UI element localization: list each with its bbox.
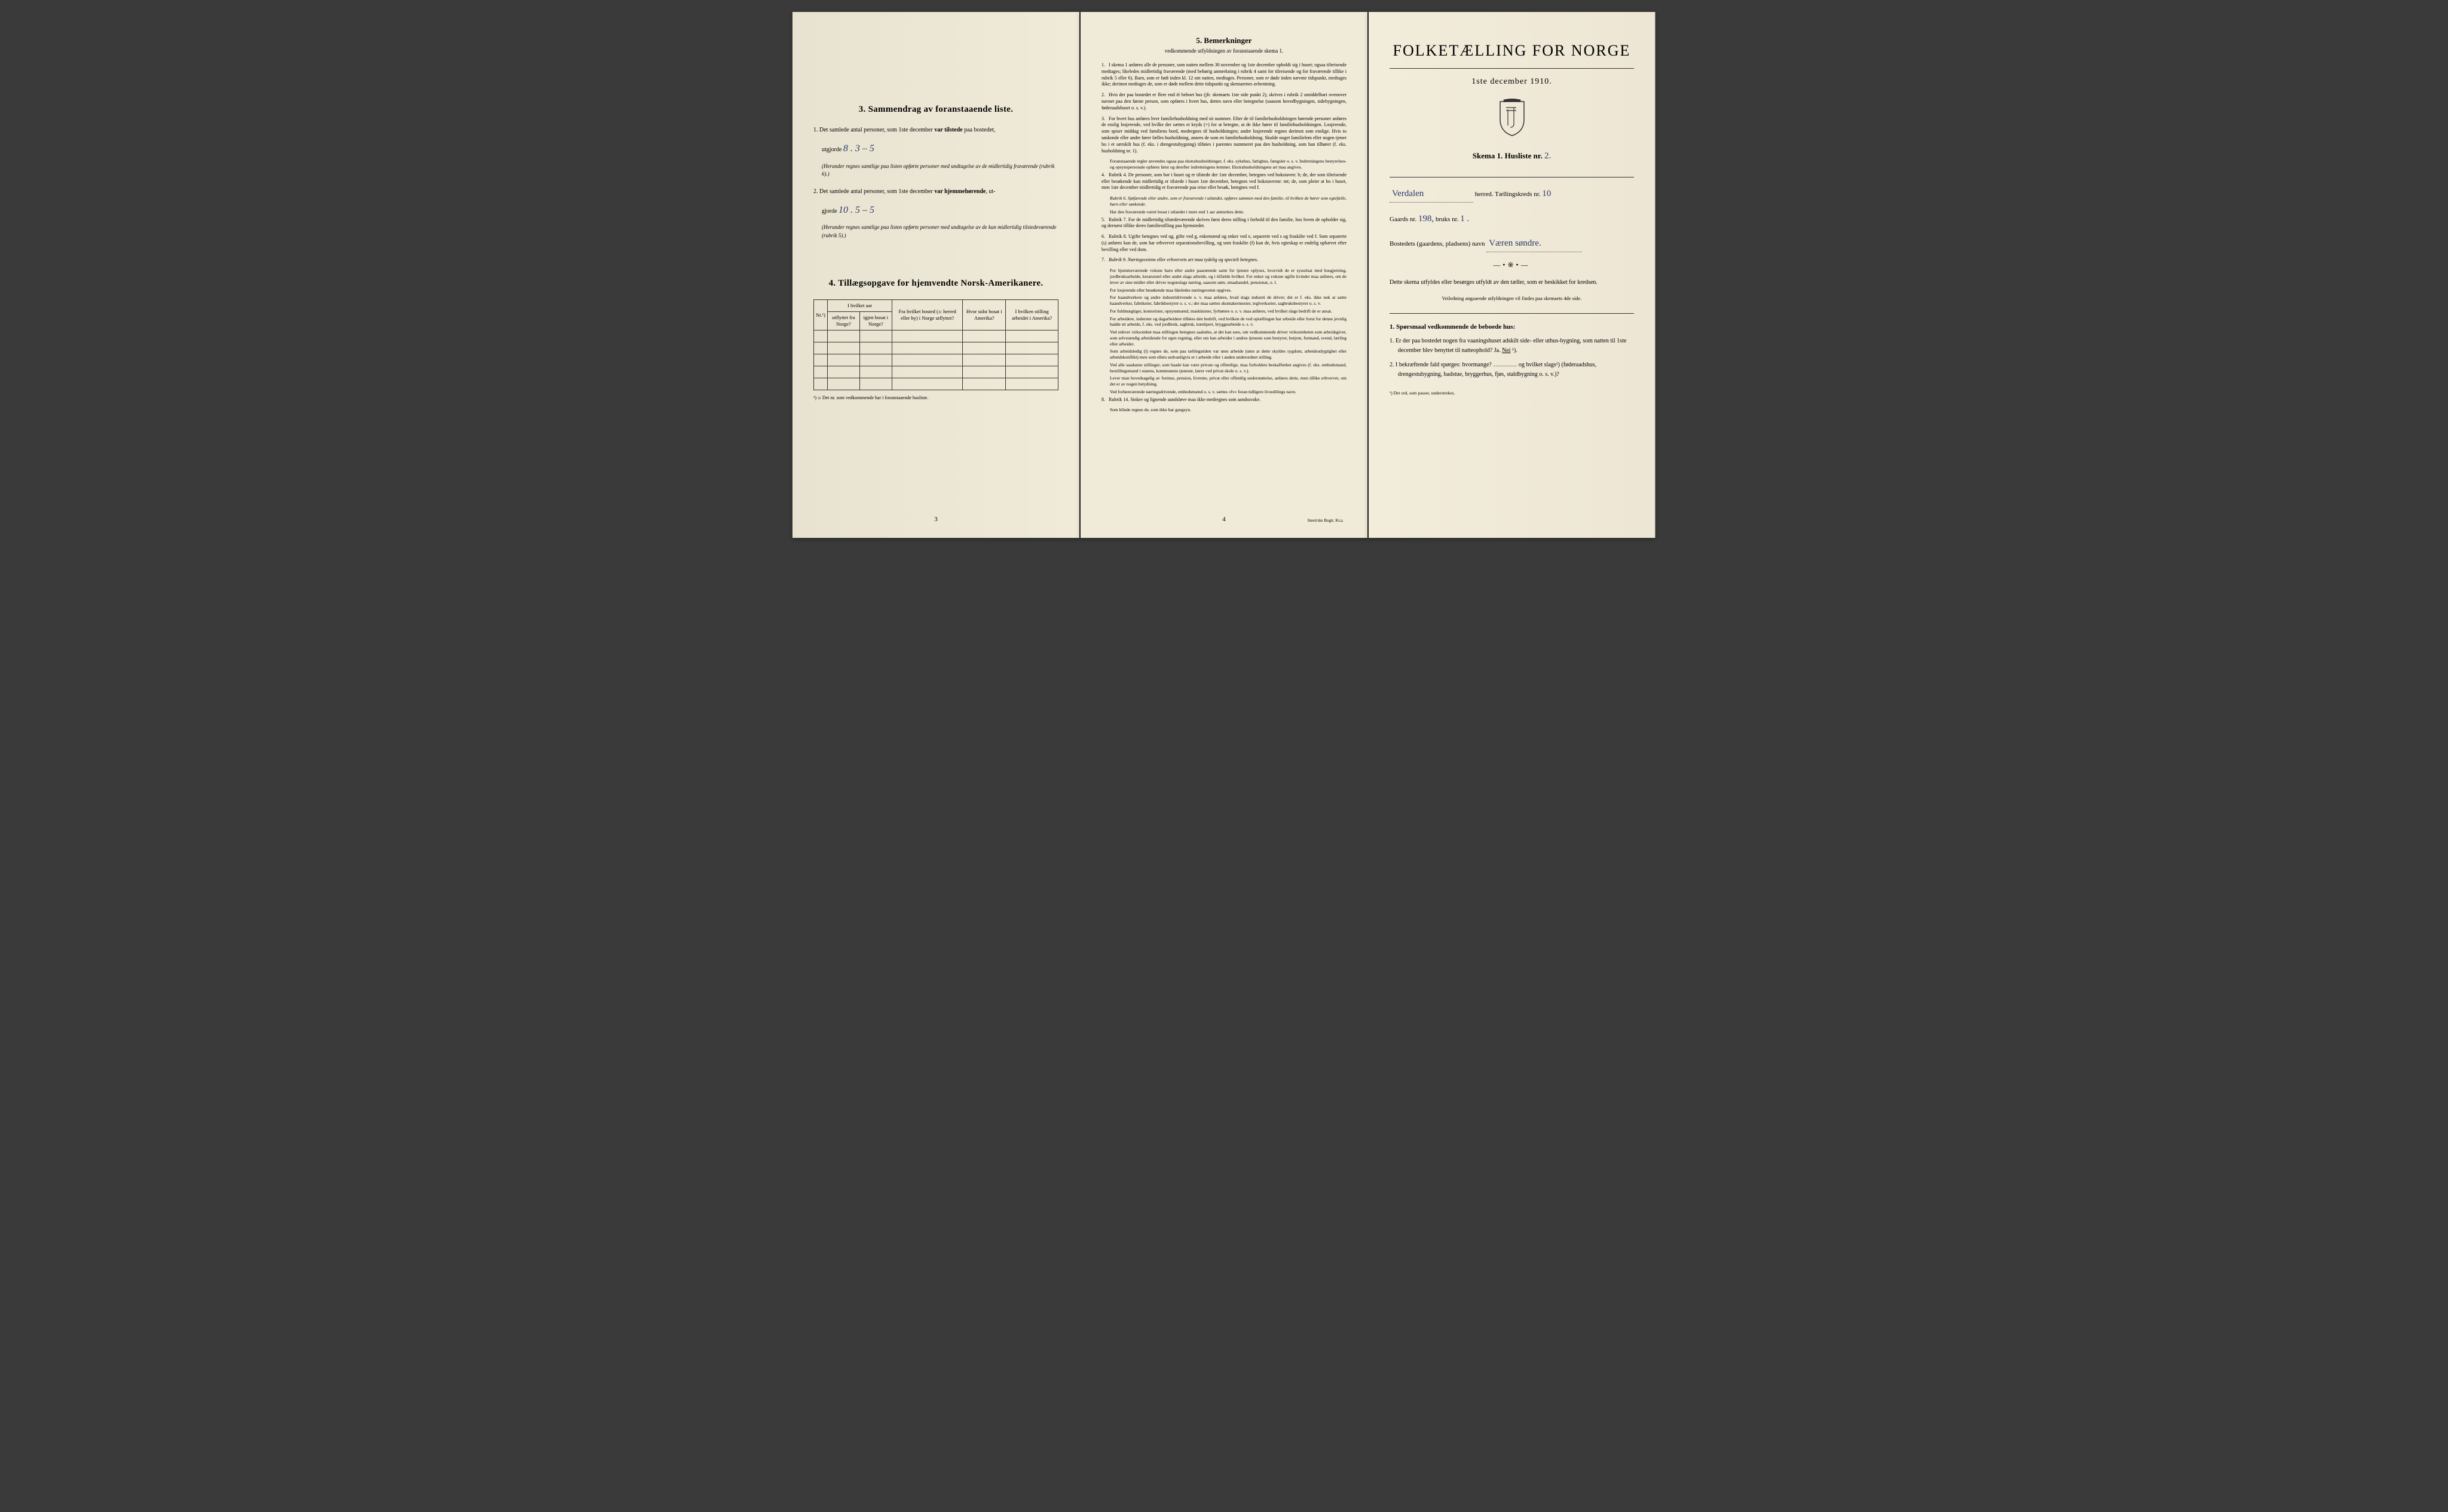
remark-4-sub2: Har den fraværende været bosat i utlande…	[1110, 209, 1347, 215]
coat-of-arms	[1390, 99, 1634, 140]
page-left: 3. Sammendrag av foranstaaende liste. 1.…	[792, 12, 1079, 538]
census-date: 1ste december 1910.	[1390, 77, 1634, 87]
remark-1: 1.I skema 1 anføres alle de personer, so…	[1101, 62, 1347, 88]
skema-line: Skema 1. Husliste nr. 2.	[1390, 151, 1634, 161]
remark-4: 4.Rubrik 4. De personer, som bor i huset…	[1101, 172, 1347, 191]
gaard-value: 198,	[1418, 214, 1434, 224]
remarks-subtitle: vedkommende utfyldningen av foranstaaend…	[1101, 48, 1347, 54]
kreds-value: 10	[1542, 189, 1551, 198]
handwritten-count-1: 8 . 3 – 5	[843, 143, 874, 154]
page-right: FOLKETÆLLING FOR NORGE 1ste december 191…	[1369, 12, 1656, 538]
section-3-title: 3. Sammendrag av foranstaaende liste.	[813, 105, 1058, 115]
remark-3-sub: Foranstaaende regler anvendes ogsaa paa …	[1110, 158, 1347, 170]
th-where: Hvor sidst bosat i Amerika?	[963, 300, 1006, 330]
th-emigrated: utflyttet fra Norge?	[828, 312, 860, 330]
remark-7-sub-4: For arbeidere, inderster og dagarbeidere…	[1110, 316, 1347, 328]
herred-value: Verdalen	[1390, 186, 1473, 203]
remark-6: 6.Rubrik 8. Ugifte betegnes ved ug, gift…	[1101, 234, 1347, 253]
remark-7-sub-9: Ved forhenværende næringsdrivende, embed…	[1110, 389, 1347, 395]
remark-7: 7.Rubrik 9. Næringsveiens eller erhverve…	[1101, 257, 1347, 264]
printer-imprint: Steen'ske Bogtr. Kr.a.	[1307, 518, 1344, 523]
remark-2: 2.Hvis der paa bostedet er flere end ét …	[1101, 92, 1347, 111]
table-footnote: ¹) ɔ: Det nr. som vedkommende har i fora…	[813, 395, 1058, 400]
section-4-title: 4. Tillægsopgave for hjemvendte Norsk-Am…	[813, 278, 1058, 289]
item-2: 2. Det samlede antal personer, som 1ste …	[813, 187, 1058, 197]
remark-8: 8.Rubrik 14. Sinker og lignende aandsløv…	[1101, 397, 1347, 403]
remark-7-sub-6: Som arbeidsledig (l) regnes de, som paa …	[1110, 348, 1347, 360]
ornament: ―•※•―	[1390, 261, 1634, 270]
item-2-note: (Herunder regnes samtlige paa listen opf…	[813, 224, 1058, 240]
divider	[1390, 313, 1634, 314]
divider	[1390, 68, 1634, 69]
remark-7-sub-8: Lever man hovedsagelig av formue, pensio…	[1110, 375, 1347, 387]
husliste-nr: 2.	[1544, 151, 1551, 161]
bosted-line: Bostedets (gaardens, pladsens) navn Være…	[1390, 235, 1634, 252]
footnote: ¹) Det ord, som passer, understrekes.	[1390, 390, 1634, 396]
question-2: 2. I bekræftende fald spørges: hvormange…	[1398, 360, 1634, 379]
bosted-value: Væren søndre.	[1486, 235, 1582, 252]
handwritten-count-2: 10 . 5 – 5	[839, 205, 874, 215]
remarks-title: 5. Bemerkninger	[1101, 36, 1347, 45]
remark-7-sub-2: For haandverkere og andre industridriven…	[1110, 295, 1347, 307]
question-1: 1. Er der paa bostedet nogen fra vaaning…	[1398, 336, 1634, 356]
question-heading: 1. Spørsmaal vedkommende de beboede hus:	[1390, 323, 1634, 330]
page-number: 3	[934, 516, 938, 523]
th-year: I hvilket aar	[828, 300, 892, 312]
bruk-value: 1 .	[1460, 214, 1469, 224]
remark-7-sub-5: Ved enhver virksomhet maa stillingen bet…	[1110, 329, 1347, 347]
page-number: 4	[1222, 516, 1226, 523]
th-from: Fra hvilket bosted (ɔ: herred eller by) …	[892, 300, 963, 330]
emigrant-table: Nr.¹) I hvilket aar Fra hvilket bosted (…	[813, 299, 1058, 390]
herred-line: Verdalen herred. Tællingskreds nr. 10	[1390, 186, 1634, 203]
instruction-1: Dette skema utfyldes eller besørges utfy…	[1390, 278, 1634, 287]
item-2-value: gjorde 10 . 5 – 5	[813, 203, 1058, 218]
document-spread: 3. Sammendrag av foranstaaende liste. 1.…	[792, 12, 1656, 538]
remark-8-sub: Som blinde regnes de, som ikke har gangs…	[1110, 407, 1347, 413]
page-center: 5. Bemerkninger vedkommende utfyldningen…	[1081, 12, 1367, 538]
th-position: I hvilken stilling arbeidet i Amerika?	[1006, 300, 1058, 330]
th-returned: igjen bosat i Norge?	[859, 312, 892, 330]
th-nr: Nr.¹)	[814, 300, 828, 330]
item-1-note: (Herunder regnes samtlige paa listen opf…	[813, 163, 1058, 179]
instruction-2: Veiledning angaaende utfyldningen vil fi…	[1390, 295, 1634, 301]
gaard-line: Gaards nr. 198, bruks nr. 1 .	[1390, 211, 1634, 227]
remark-5: 5.Rubrik 7. For de midlertidig tilstedev…	[1101, 217, 1347, 230]
item-1-value: utgjorde 8 . 3 – 5	[813, 141, 1058, 157]
remark-4-sub1: Rubrik 6. Sjøfarende eller andre, som er…	[1110, 195, 1347, 207]
remark-7-sub-0: For hjemmeværende voksne barn eller andr…	[1110, 268, 1347, 285]
answer-nei: Nei	[1502, 347, 1510, 354]
remark-7-sub-7: Ved alle saadanne stillinger, som baade …	[1110, 362, 1347, 374]
item-1: 1. Det samlede antal personer, som 1ste …	[813, 126, 1058, 135]
remark-7-sub-3: For fuldmægtiger, kontorister, opsynsmæn…	[1110, 308, 1347, 314]
remark-7-sub-1: For losjerende eller besøkende maa likel…	[1110, 287, 1347, 293]
remark-3: 3.For hvert hus anføres hver familiehush…	[1101, 116, 1347, 155]
census-title: FOLKETÆLLING FOR NORGE	[1390, 42, 1634, 60]
